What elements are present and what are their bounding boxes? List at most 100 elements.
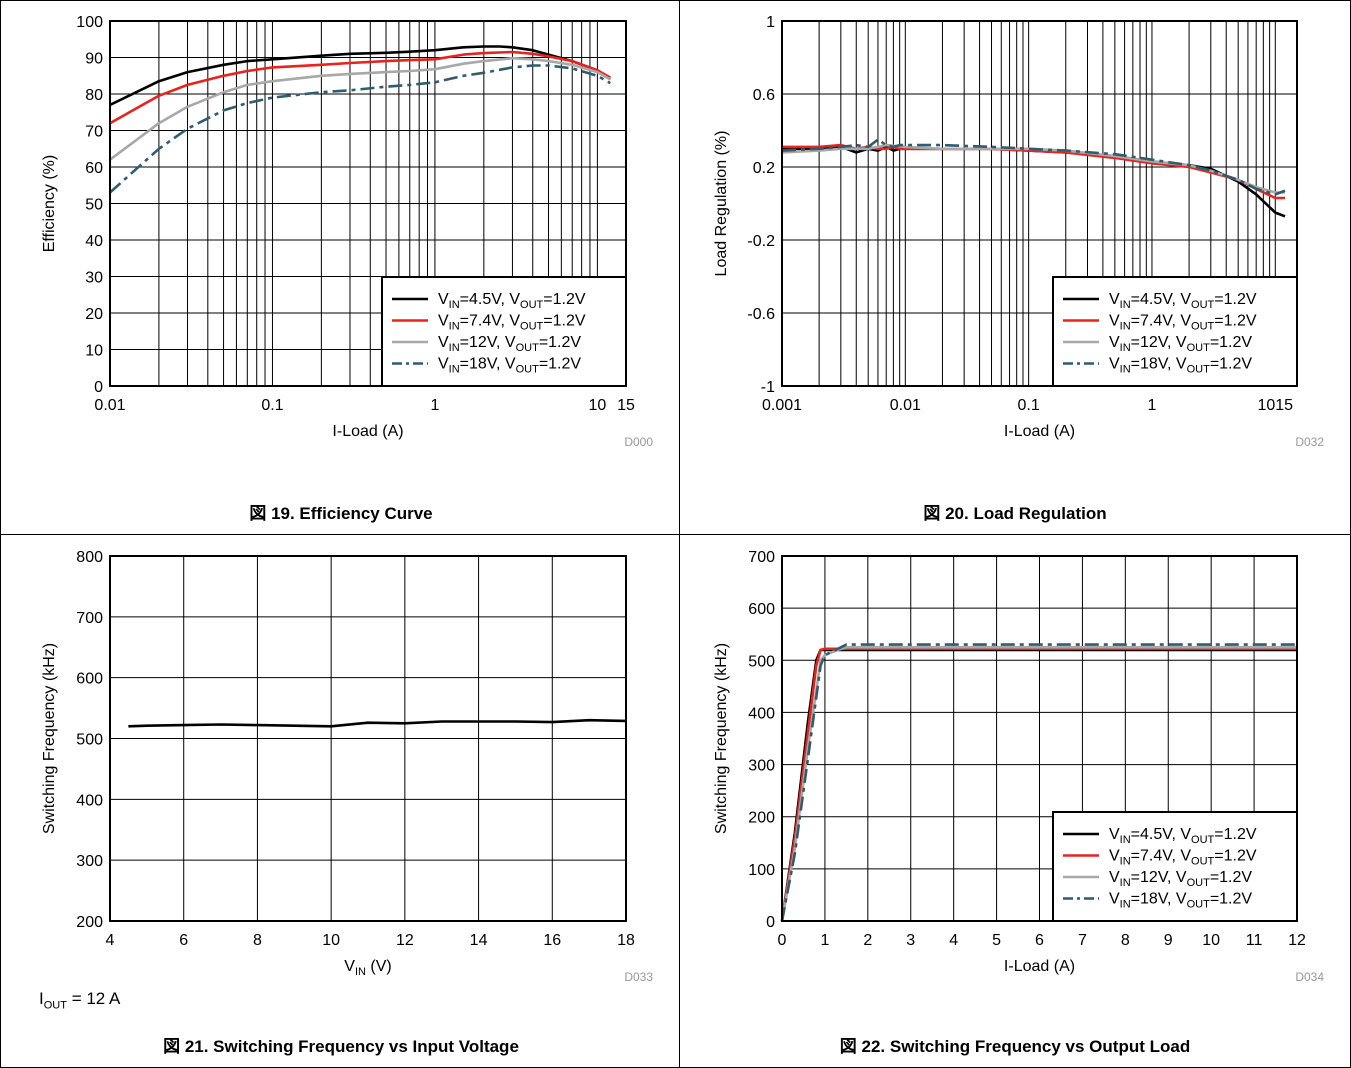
x-tick-label: 0.01 (94, 397, 125, 414)
note-main: I (39, 989, 44, 1008)
y-tick-label: 50 (85, 197, 103, 214)
y-tick-label: 10 (85, 343, 103, 360)
y-tick-label: -0.2 (747, 233, 775, 250)
series-group (780, 643, 1297, 922)
series-line-0 (109, 45, 612, 107)
legend-box (1052, 811, 1298, 922)
x-tick-label: 16 (543, 932, 561, 949)
plot-frame (781, 20, 1298, 387)
legend-entry-label: VIN=12V, VOUT=1.2V (1109, 869, 1252, 889)
figure-code: D033 (624, 970, 653, 984)
plot-frame (109, 20, 627, 387)
x-tick-label: 10 (588, 397, 606, 414)
x-tick-label: 12 (1288, 932, 1306, 949)
x-tick-label: 8 (1121, 932, 1130, 949)
figure-19-caption: 図 19. Efficiency Curve (249, 504, 433, 523)
figure-20-panel: -1 -0.6 -0.2 0.2 0.6 1 0.001 0.01 0.1 1 1015 I-Load… (679, 0, 1351, 535)
figure-code: D032 (1295, 435, 1324, 449)
y-tick-label: 30 (85, 270, 103, 287)
x-tick-label: 1015 (1257, 397, 1293, 414)
series-line-1 (780, 647, 1297, 922)
series-line-2 (109, 56, 611, 161)
iout-condition-note: IOUT = 12 A (39, 989, 120, 1011)
legend-entry-label: VIN=18V, VOUT=1.2V (1109, 891, 1252, 911)
series-line-3 (781, 138, 1286, 196)
y-tick-label: 200 (748, 810, 775, 827)
frequency-vs-vin-chart: 200 300 400 500 600 700 800 4 6 8 10 12 14 16 18 VIN (V… (41, 549, 653, 984)
x-tick-label: 18 (617, 932, 635, 949)
x-tick-label: 0.1 (1018, 397, 1040, 414)
x-axis-label: I-Load (A) (332, 423, 403, 440)
y-tick-label: 400 (748, 705, 775, 722)
y-tick-label: 800 (76, 549, 103, 566)
x-axis-label: I-Load (A) (1004, 423, 1075, 440)
x-tick-label: 10 (322, 932, 340, 949)
x-tick-label: 4 (949, 932, 958, 949)
legend-entry-label: VIN=7.4V, VOUT=1.2V (438, 313, 586, 333)
figure-22-panel: 0 100 200 300 400 500 600 700 0 1 2 3 4 5 6 7 8 9 10 11 12 I-… (679, 534, 1351, 1068)
legend-box (1052, 276, 1298, 387)
grid-lines (110, 556, 626, 921)
x-tick-label: 6 (1035, 932, 1044, 949)
y-axis-label: Switching Frequency (kHz) (41, 643, 58, 834)
load-regulation-chart: -1 -0.6 -0.2 0.2 0.6 1 0.001 0.01 0.1 1 1015 I-Load… (713, 14, 1324, 449)
x-tick-label: 5 (992, 932, 1001, 949)
y-tick-label: 500 (748, 653, 775, 670)
y-axis-label: Load Regulation (%) (713, 131, 730, 277)
series-line-1 (109, 50, 611, 125)
y-tick-label: 700 (76, 610, 103, 627)
figure-22-caption: 図 22. Switching Frequency vs Output Load (839, 1037, 1191, 1056)
y-tick-label: 400 (76, 792, 103, 809)
series-line-0 (128, 718, 627, 728)
legend-entry-label: VIN=12V, VOUT=1.2V (438, 334, 581, 354)
legend-entry-label: VIN=18V, VOUT=1.2V (438, 356, 581, 376)
x-tick-label: 10 (1202, 932, 1220, 949)
y-tick-label: 700 (748, 549, 775, 566)
plot-frame (109, 555, 627, 922)
x-tick-label: 1 (1148, 397, 1157, 414)
note-rest: = 12 A (66, 989, 121, 1008)
x-tick-label: 2 (863, 932, 872, 949)
y-tick-label: 20 (85, 306, 103, 323)
series-line-2 (780, 646, 1297, 922)
figure-code: D034 (1295, 970, 1324, 984)
y-tick-label: 80 (85, 87, 103, 104)
y-axis-label: Efficiency (%) (41, 155, 58, 253)
x-tick-label: 12 (396, 932, 414, 949)
legend-entry-label: VIN=7.4V, VOUT=1.2V (1109, 313, 1257, 333)
x-tick-label: 3 (906, 932, 915, 949)
y-tick-label: 300 (76, 853, 103, 870)
figure-19-panel: 0 10 20 30 40 50 60 70 80 90 100 0.01 0.1 1 10 15 I-Load… (0, 0, 680, 535)
x-tick-label: 0.1 (261, 397, 283, 414)
legend-entry-label: VIN=4.5V, VOUT=1.2V (1109, 826, 1257, 846)
x-tick-label: 0 (778, 932, 787, 949)
y-tick-label: 0 (94, 379, 103, 396)
x-tick-label: 7 (1078, 932, 1087, 949)
y-tick-label: -1 (761, 379, 775, 396)
y-tick-label: 60 (85, 160, 103, 177)
y-tick-label: 90 (85, 51, 103, 68)
legend-entry-label: VIN=7.4V, VOUT=1.2V (1109, 848, 1257, 868)
y-tick-label: 40 (85, 233, 103, 250)
y-tick-label: 100 (748, 862, 775, 879)
plot-frame (781, 555, 1298, 922)
y-tick-label: 600 (748, 601, 775, 618)
figure-21-caption: 図 21. Switching Frequency vs Input Volta… (163, 1037, 519, 1056)
x-axis-label: VIN (V) (344, 958, 391, 978)
figure-20-caption: 図 20. Load Regulation (923, 504, 1107, 523)
y-tick-label: 70 (85, 124, 103, 141)
y-tick-label: 500 (76, 732, 103, 749)
series-group (128, 718, 627, 728)
y-tick-label: 200 (76, 914, 103, 931)
y-tick-label: 0 (766, 914, 775, 931)
y-tick-label: 1 (766, 14, 775, 31)
y-axis-label: Switching Frequency (kHz) (713, 643, 730, 834)
y-tick-label: 300 (748, 758, 775, 775)
x-tick-label: 15 (617, 397, 635, 414)
y-tick-label: 0.6 (753, 87, 775, 104)
legend-entry-label: VIN=18V, VOUT=1.2V (1109, 356, 1252, 376)
